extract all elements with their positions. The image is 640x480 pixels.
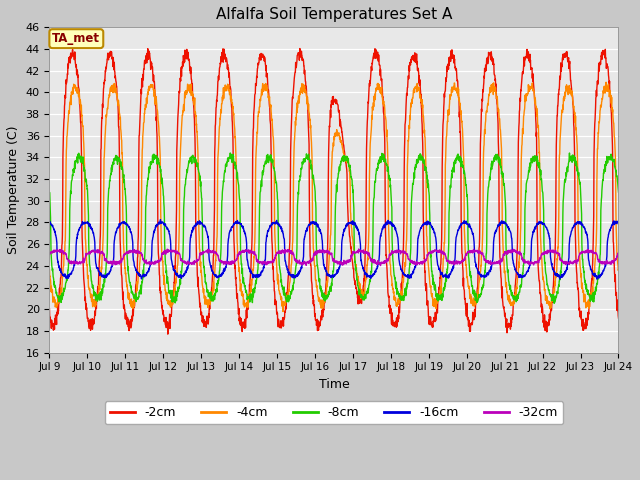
-4cm [364, 262, 371, 268]
-16cm [45, 219, 53, 225]
-4cm [204, 301, 212, 307]
Legend: -2cm, -4cm, -8cm, -16cm, -32cm: -2cm, -4cm, -8cm, -16cm, -32cm [105, 401, 563, 424]
-2cm [364, 119, 371, 124]
-32cm [565, 260, 573, 266]
Line: -2cm: -2cm [49, 48, 618, 334]
-2cm [45, 306, 53, 312]
-4cm [580, 295, 588, 301]
-32cm [45, 251, 53, 257]
-2cm [205, 320, 212, 325]
-16cm [564, 259, 572, 265]
-4cm [279, 309, 287, 314]
-8cm [550, 300, 558, 306]
-32cm [614, 251, 622, 257]
-8cm [614, 189, 622, 195]
-16cm [364, 271, 371, 277]
Y-axis label: Soil Temperature (C): Soil Temperature (C) [7, 126, 20, 254]
-16cm [593, 276, 601, 282]
-16cm [580, 224, 588, 230]
-8cm [565, 160, 573, 166]
-8cm [500, 182, 508, 188]
-16cm [500, 218, 508, 224]
-8cm [45, 190, 53, 195]
-4cm [351, 253, 358, 259]
-16cm [614, 221, 622, 227]
Line: -8cm: -8cm [49, 153, 618, 303]
Line: -32cm: -32cm [49, 249, 618, 265]
-32cm [364, 251, 371, 256]
-32cm [351, 250, 358, 255]
X-axis label: Time: Time [319, 378, 349, 391]
-16cm [157, 217, 164, 223]
-8cm [351, 251, 358, 257]
-16cm [205, 237, 212, 243]
-4cm [500, 255, 508, 261]
-8cm [204, 288, 212, 294]
Line: -16cm: -16cm [49, 220, 618, 279]
-32cm [580, 249, 588, 254]
-2cm [164, 331, 172, 337]
Title: Alfalfa Soil Temperatures Set A: Alfalfa Soil Temperatures Set A [216, 7, 452, 22]
-2cm [500, 304, 508, 310]
-2cm [565, 55, 573, 60]
-2cm [351, 282, 359, 288]
-4cm [564, 86, 572, 92]
-2cm [580, 322, 588, 327]
Line: -4cm: -4cm [49, 82, 618, 312]
-2cm [614, 315, 622, 321]
-32cm [204, 248, 212, 253]
-32cm [377, 263, 385, 268]
-16cm [351, 221, 358, 227]
-8cm [227, 150, 234, 156]
Text: TA_met: TA_met [52, 32, 100, 45]
-2cm [296, 46, 304, 51]
-8cm [580, 276, 588, 281]
-4cm [614, 267, 622, 273]
-4cm [602, 79, 610, 85]
-32cm [355, 246, 362, 252]
-4cm [45, 267, 53, 273]
-32cm [500, 252, 508, 258]
-8cm [364, 291, 371, 297]
